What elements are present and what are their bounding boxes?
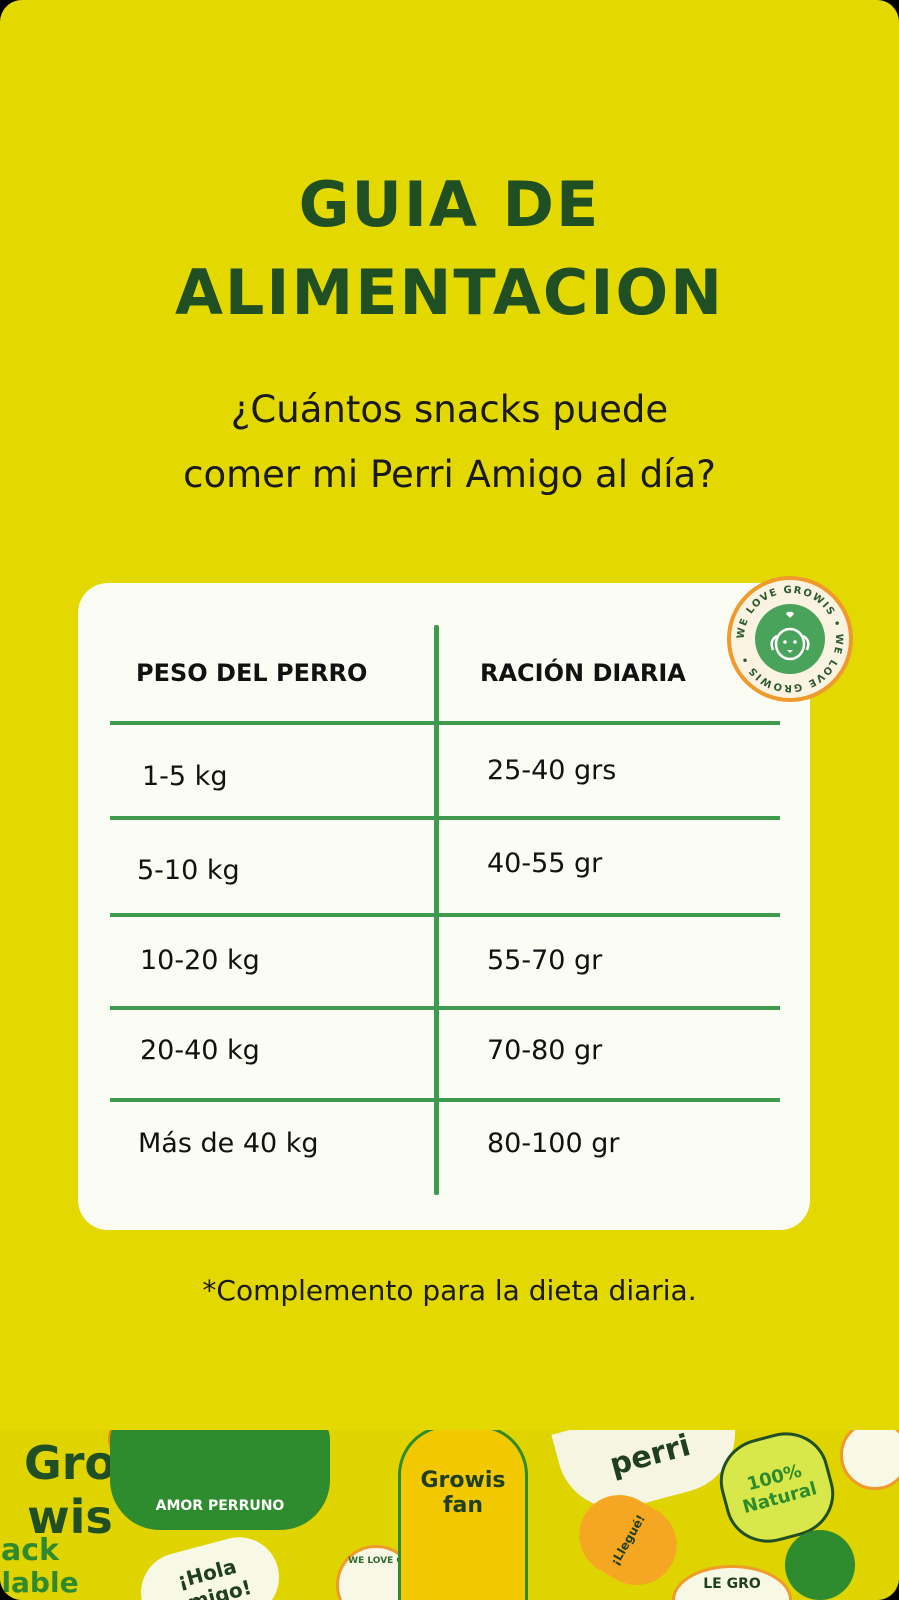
subtitle-line-2: comer mi Perri Amigo al día? (183, 453, 716, 496)
header-ration: RACIÓN DIARIA (480, 659, 686, 687)
feeding-table-card: PESO DEL PERRO RACIÓN DIARIA 1-5 kg 25-4… (78, 583, 810, 1230)
cell-ration: 70-80 gr (487, 1035, 603, 1066)
cell-ration: 40-55 gr (487, 848, 603, 879)
footnote: *Complemento para la dieta diaria. (202, 1274, 697, 1307)
badge-sticker (840, 1430, 899, 1490)
column-divider (434, 625, 439, 1195)
subtitle-line-1: ¿Cuántos snacks puede (230, 388, 669, 431)
sticker-growis-logo: Gro wis (23, 1436, 117, 1544)
cell-weight: 1-5 kg (142, 761, 228, 792)
row-divider (110, 1006, 780, 1010)
sticker-text: lable (1, 1566, 79, 1599)
sticker-banner: Gro wis ack lable AMOR PERRUNO ¡Hola ami… (0, 1430, 899, 1600)
cell-weight: 5-10 kg (137, 855, 240, 886)
green-sticker (785, 1530, 855, 1600)
title-line-1: GUIA DE (298, 168, 601, 241)
we-love-growis-badge: WE LOVE GROWIS • WE LOVE GROWIS • (727, 576, 853, 702)
sticker-text: ack (1, 1532, 59, 1568)
row-divider (110, 816, 780, 820)
sticker-amor-perruno: AMOR PERRUNO (110, 1430, 330, 1530)
row-divider (110, 721, 780, 725)
sticker-we-love-growis: LE GRO (672, 1565, 792, 1600)
title-line-2: ALIMENTACION (174, 256, 725, 329)
sticker-growis-fan: Growis fan (398, 1430, 528, 1600)
header-weight: PESO DEL PERRO (136, 659, 368, 687)
row-divider (110, 913, 780, 917)
cell-ration: 55-70 gr (487, 945, 603, 976)
sticker-hola-amigo: ¡Hola amigo! (132, 1528, 288, 1600)
row-divider (110, 1098, 780, 1102)
dog-face-icon (755, 604, 825, 674)
cell-ration: 80-100 gr (487, 1128, 620, 1159)
cell-weight: 10-20 kg (140, 945, 260, 976)
cell-ration: 25-40 grs (487, 755, 617, 786)
cell-weight: 20-40 kg (140, 1035, 260, 1066)
cell-weight: Más de 40 kg (138, 1128, 319, 1159)
